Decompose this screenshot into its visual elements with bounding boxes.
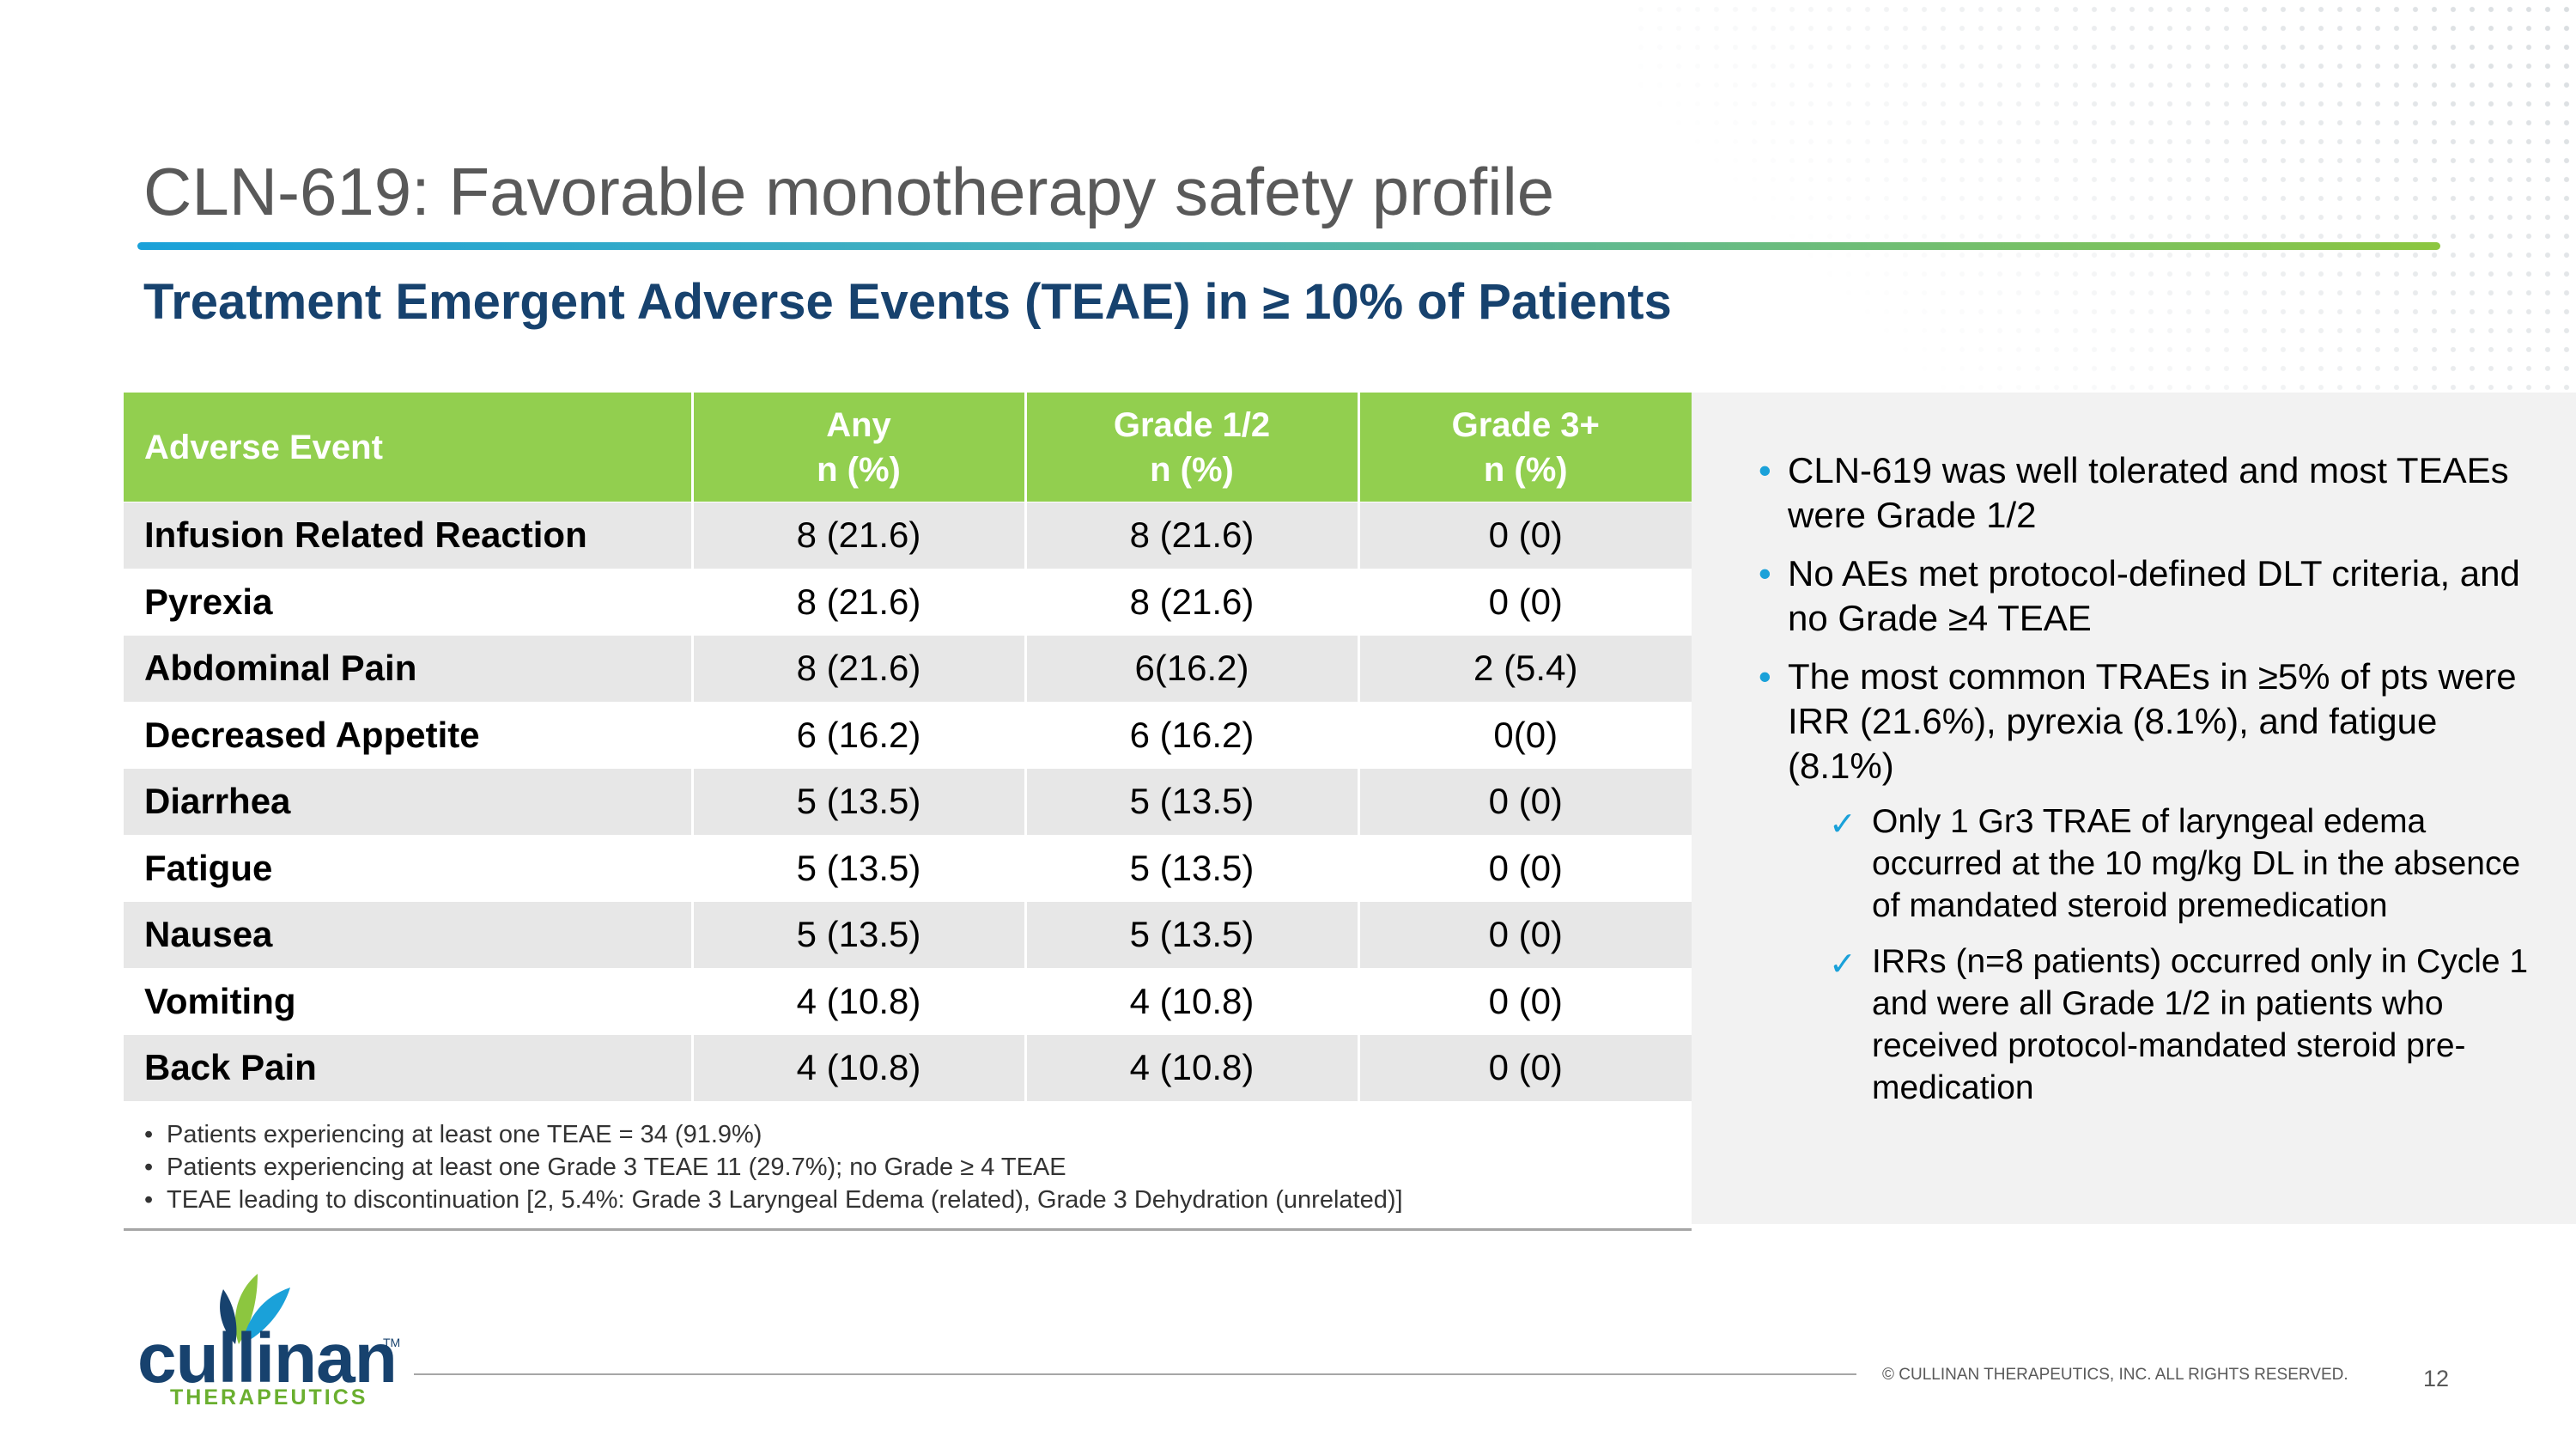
adverse-events-table-container: Adverse Event Any n (%) Grade 1/2 n (%) Gr… xyxy=(124,393,1692,1231)
table-row: Nausea 5 (13.5) 5 (13.5) 0 (0) xyxy=(124,901,1692,968)
cullinan-logo: cullinan TM THERAPEUTICS xyxy=(137,1267,400,1409)
grade-1-2-value: 5 (13.5) xyxy=(1024,901,1358,968)
page-number: 12 xyxy=(2423,1366,2450,1391)
grade-3-value: 0 (0) xyxy=(1357,834,1692,902)
decorative-dot-pattern xyxy=(1631,0,2576,447)
logo-wordmark: cullinan xyxy=(137,1319,398,1397)
logo-subtitle: THERAPEUTICS xyxy=(170,1385,368,1409)
table-row: Back Pain 4 (10.8) 4 (10.8) 0 (0) xyxy=(124,1034,1692,1101)
event-name: Infusion Related Reaction xyxy=(124,502,692,569)
any-value: 4 (10.8) xyxy=(690,1034,1025,1101)
grade-3-value: 0 (0) xyxy=(1357,967,1692,1035)
check-icon: ✓ xyxy=(1829,947,1856,983)
page-title: CLN-619: Favorable monotherapy safety pr… xyxy=(143,154,1555,229)
finding-bullet: The most common TRAEs in ≥5% of pts were… xyxy=(1759,654,2543,1109)
copyright-text: © CULLINAN THERAPEUTICS, INC. ALL RIGHTS… xyxy=(1882,1366,2348,1384)
grade-1-2-value: 5 (13.5) xyxy=(1024,768,1358,835)
table-row: Abdominal Pain 8 (21.6) 6(16.2) 2 (5.4) xyxy=(124,635,1692,702)
event-name: Pyrexia xyxy=(124,568,692,636)
grade-3-value: 0 (0) xyxy=(1357,568,1692,636)
any-value: 4 (10.8) xyxy=(690,967,1025,1035)
check-icon: ✓ xyxy=(1829,807,1856,843)
event-name: Vomiting xyxy=(124,967,692,1035)
header-grade-3-plus: Grade 3+ n (%) xyxy=(1357,393,1692,502)
logo-trademark: TM xyxy=(383,1336,401,1349)
any-value: 8 (21.6) xyxy=(690,635,1025,702)
event-name: Nausea xyxy=(124,901,692,968)
table-header-row: Adverse Event Any n (%) Grade 1/2 n (%) Gr… xyxy=(124,393,1692,502)
event-name: Diarrhea xyxy=(124,768,692,835)
grade-3-value: 2 (5.4) xyxy=(1357,635,1692,702)
table-row: Infusion Related Reaction 8 (21.6) 8 (21… xyxy=(124,502,1692,569)
footnote-item: Patients experiencing at least one TEAE … xyxy=(144,1118,1692,1151)
any-value: 6 (16.2) xyxy=(690,701,1025,769)
finding-bullet: No AEs met protocol-defined DLT criteria… xyxy=(1759,551,2543,641)
cullinan-logo-icon xyxy=(220,1274,290,1344)
any-value: 8 (21.6) xyxy=(690,568,1025,636)
any-value: 5 (13.5) xyxy=(690,901,1025,968)
table-row: Diarrhea 5 (13.5) 5 (13.5) 0 (0) xyxy=(124,768,1692,835)
event-name: Abdominal Pain xyxy=(124,635,692,702)
event-name: Fatigue xyxy=(124,834,692,902)
grade-3-value: 0 (0) xyxy=(1357,502,1692,569)
grade-1-2-value: 4 (10.8) xyxy=(1024,1034,1358,1101)
grade-3-value: 0 (0) xyxy=(1357,768,1692,835)
finding-sub-bullet: ✓ IRRs (n=8 patients) occurred only in Cy… xyxy=(1829,943,2529,1106)
header-grade-1-2: Grade 1/2 n (%) xyxy=(1024,393,1358,502)
finding-bullet: CLN-619 was well tolerated and most TEAE… xyxy=(1759,448,2543,538)
grade-1-2-value: 8 (21.6) xyxy=(1024,568,1358,636)
any-value: 5 (13.5) xyxy=(690,834,1025,902)
adverse-events-table: Adverse Event Any n (%) Grade 1/2 n (%) Gr… xyxy=(124,393,1692,1101)
event-name: Decreased Appetite xyxy=(124,701,692,769)
footer-divider xyxy=(414,1373,1856,1375)
title-divider xyxy=(137,242,2440,250)
table-row: Decreased Appetite 6 (16.2) 6 (16.2) 0(0… xyxy=(124,701,1692,769)
table-row: Fatigue 5 (13.5) 5 (13.5) 0 (0) xyxy=(124,834,1692,902)
grade-3-value: 0(0) xyxy=(1357,701,1692,769)
header-any: Any n (%) xyxy=(690,393,1025,502)
key-findings-panel: CLN-619 was well tolerated and most TEAE… xyxy=(1692,393,2576,1224)
finding-sub-list: ✓ Only 1 Gr3 TRAE of laryngeal edema occu… xyxy=(1788,801,2543,1109)
grade-3-value: 0 (0) xyxy=(1357,901,1692,968)
footnote-item: Patients experiencing at least one Grade… xyxy=(144,1151,1692,1184)
grade-1-2-value: 8 (21.6) xyxy=(1024,502,1358,569)
finding-sub-bullet: ✓ Only 1 Gr3 TRAE of laryngeal edema occu… xyxy=(1829,803,2521,924)
table-footnotes: Patients experiencing at least one TEAE … xyxy=(124,1101,1692,1231)
grade-1-2-value: 6 (16.2) xyxy=(1024,701,1358,769)
table-row: Vomiting 4 (10.8) 4 (10.8) 0 (0) xyxy=(124,967,1692,1035)
footnote-item: TEAE leading to discontinuation [2, 5.4%… xyxy=(144,1184,1692,1216)
header-adverse-event: Adverse Event xyxy=(124,393,692,502)
any-value: 5 (13.5) xyxy=(690,768,1025,835)
any-value: 8 (21.6) xyxy=(690,502,1025,569)
section-subtitle: Treatment Emergent Adverse Events (TEAE)… xyxy=(143,274,1672,330)
table-row: Pyrexia 8 (21.6) 8 (21.6) 0 (0) xyxy=(124,568,1692,636)
grade-1-2-value: 5 (13.5) xyxy=(1024,834,1358,902)
grade-1-2-value: 4 (10.8) xyxy=(1024,967,1358,1035)
event-name: Back Pain xyxy=(124,1034,692,1101)
grade-1-2-value: 6(16.2) xyxy=(1024,635,1358,702)
findings-list: CLN-619 was well tolerated and most TEAE… xyxy=(1759,448,2543,1123)
grade-3-value: 0 (0) xyxy=(1357,1034,1692,1101)
